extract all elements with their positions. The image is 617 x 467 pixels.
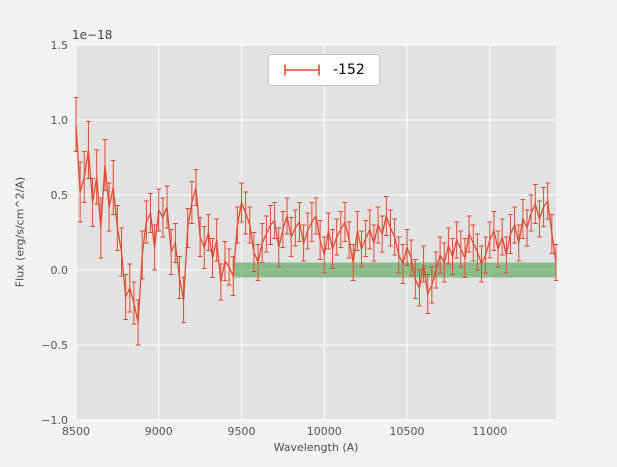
svg-text:8500: 8500 (62, 425, 90, 438)
svg-text:1.5: 1.5 (51, 39, 69, 52)
y-axis-offset-text: 1e−18 (72, 28, 113, 42)
svg-text:11000: 11000 (472, 425, 507, 438)
svg-text:−1.0: −1.0 (41, 414, 68, 427)
svg-text:1.0: 1.0 (51, 114, 69, 127)
y-axis-label: Flux (erg/s/cm^2/A) (13, 176, 27, 288)
legend-label: -152 (333, 62, 365, 78)
svg-text:10500: 10500 (390, 425, 425, 438)
svg-text:10000: 10000 (307, 425, 342, 438)
svg-text:9500: 9500 (228, 425, 256, 438)
svg-text:0.5: 0.5 (51, 189, 69, 202)
svg-text:0.0: 0.0 (51, 264, 69, 277)
svg-text:−0.5: −0.5 (41, 339, 68, 352)
svg-text:9000: 9000 (145, 425, 173, 438)
x-axis-label: Wavelength (A) (273, 441, 359, 454)
errorbar-legend-glyph (284, 64, 320, 76)
legend: -152 (268, 54, 380, 86)
